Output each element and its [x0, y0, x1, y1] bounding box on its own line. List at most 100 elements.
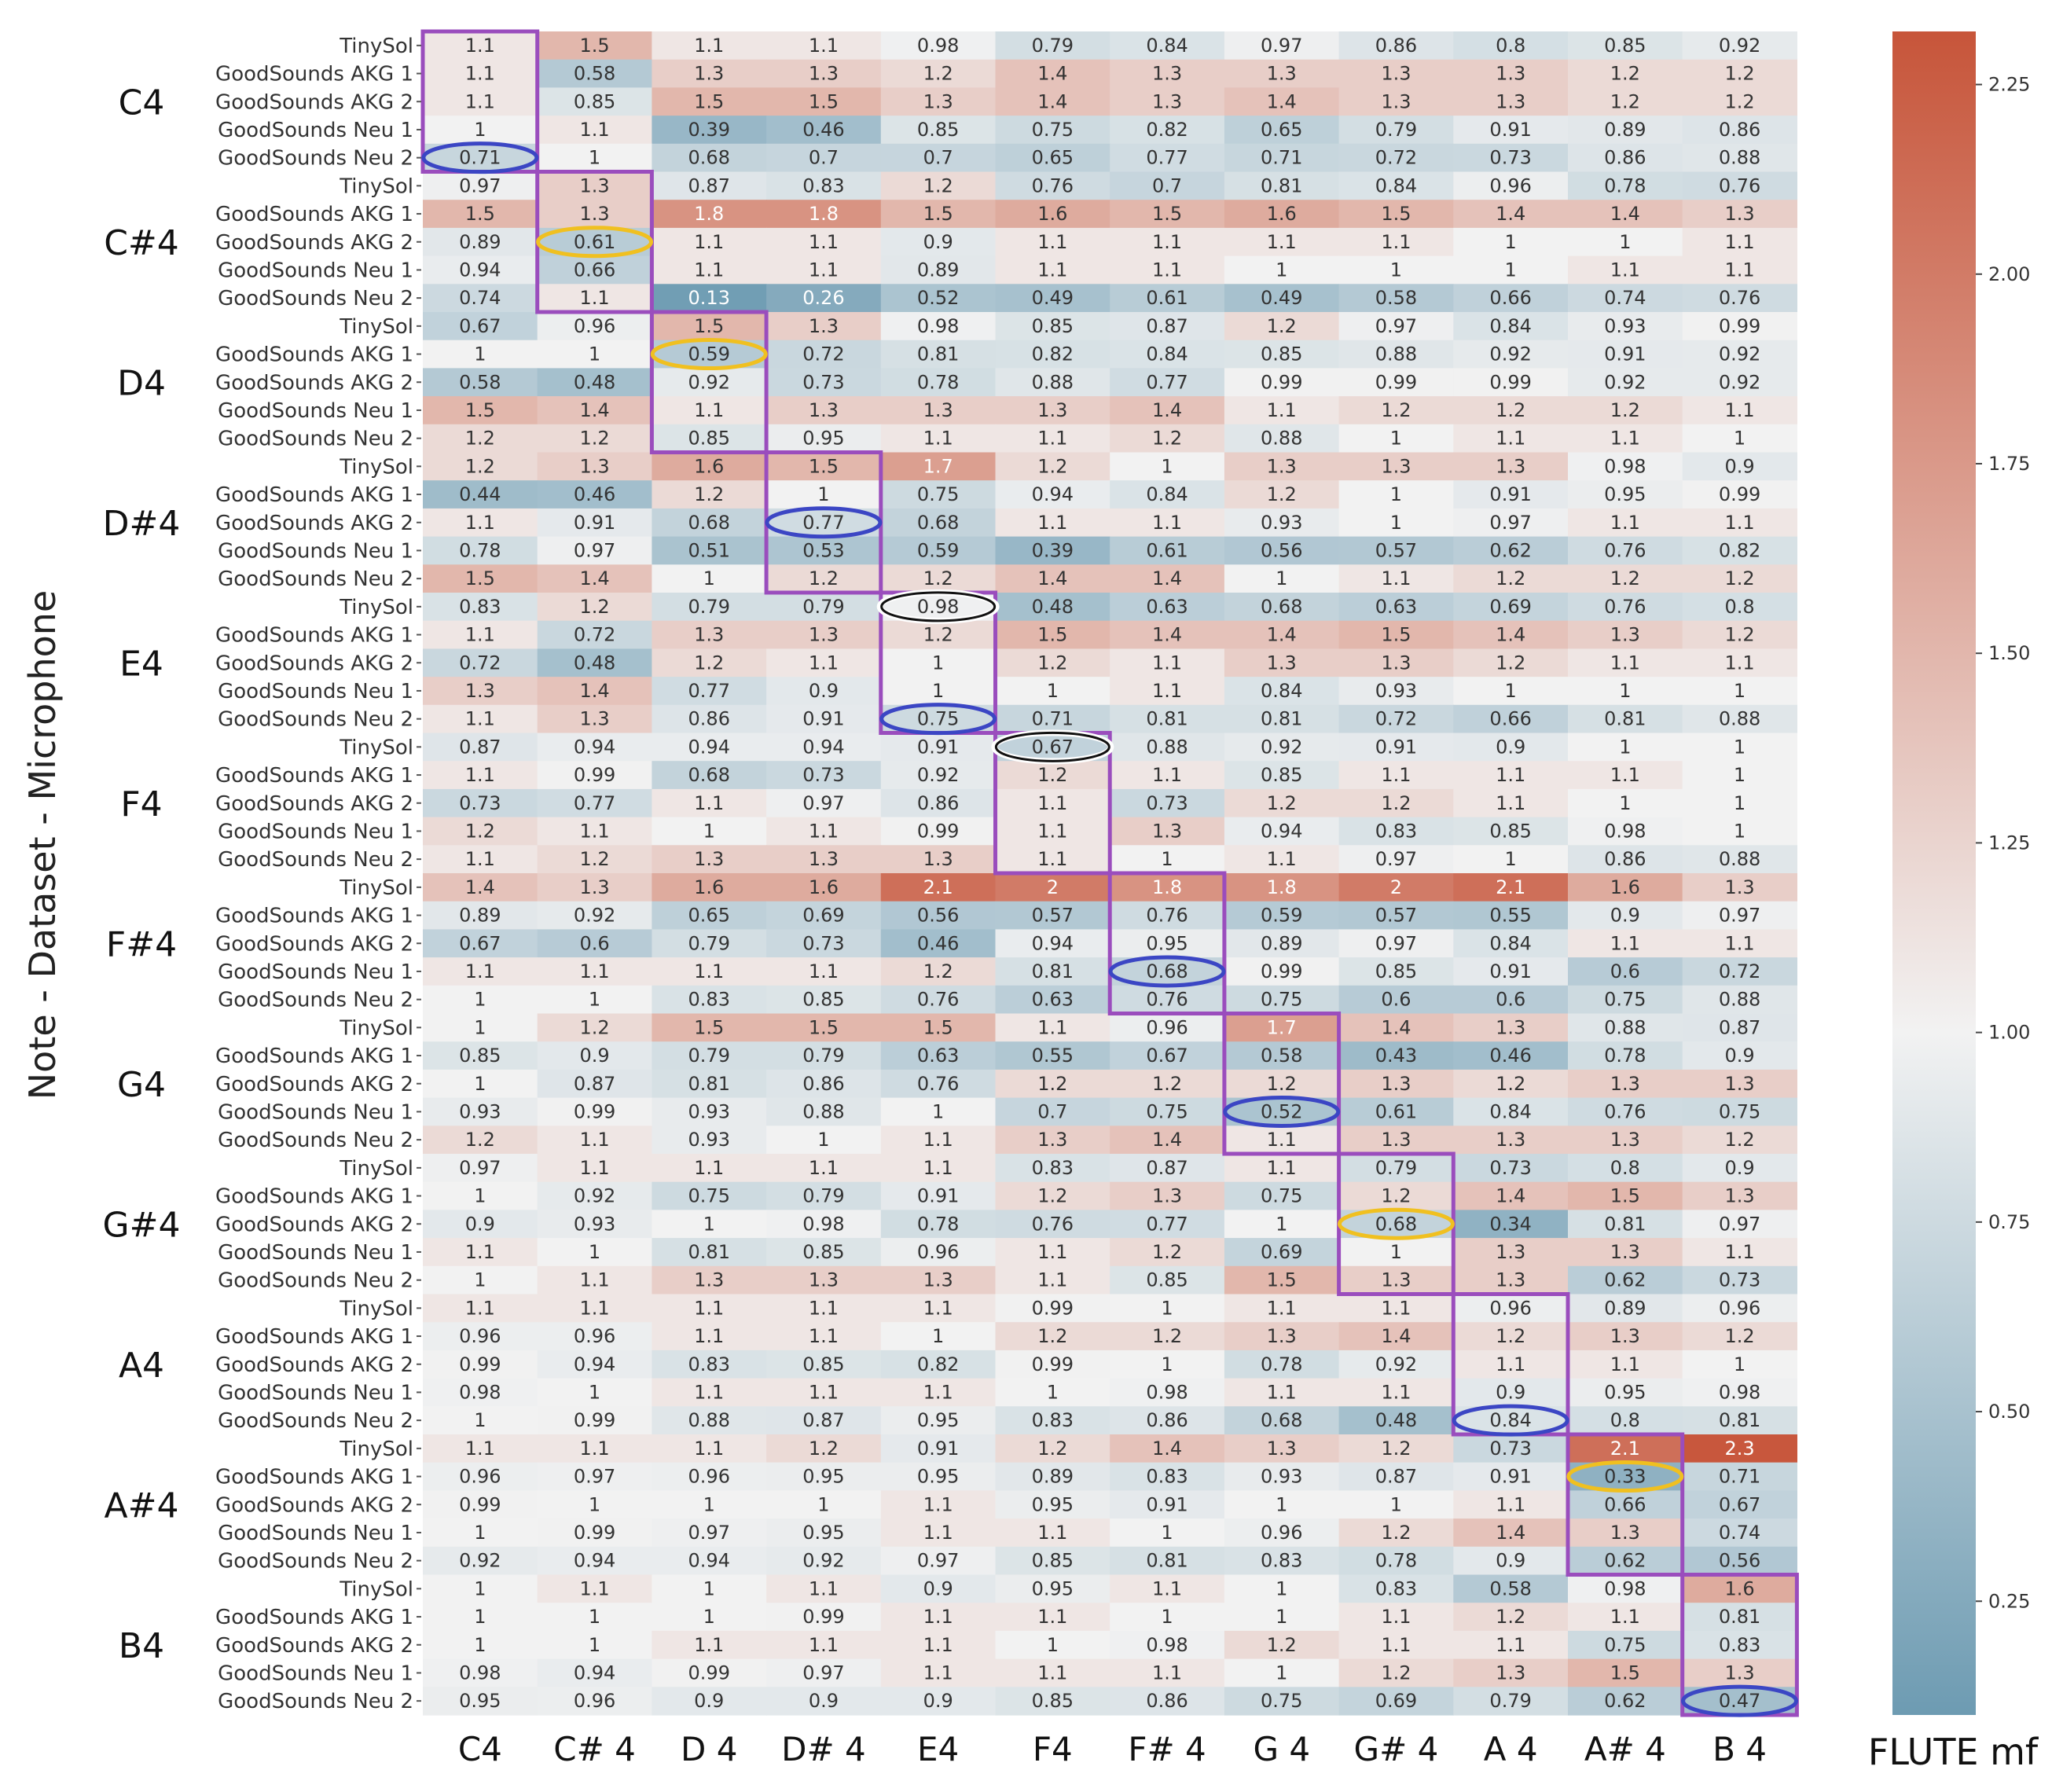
heatmap-cell [537, 1630, 652, 1660]
heatmap-cell-label: 1.2 [1381, 1438, 1411, 1460]
heatmap-cell-label: 0.94 [1261, 820, 1302, 842]
heatmap-cell-label: 1.2 [1610, 63, 1640, 85]
heatmap-cell [1110, 1265, 1225, 1295]
heatmap-cell-label: 1 [1276, 1213, 1287, 1235]
heatmap-cell [1110, 1350, 1225, 1379]
heatmap-cell [1568, 508, 1683, 538]
heatmap-cell-label: 1.2 [1152, 428, 1182, 450]
heatmap-cell [537, 312, 652, 341]
y-tick-label: GoodSounds Neu 2 [218, 1409, 413, 1433]
heatmap-cell-label: 1.3 [809, 399, 839, 421]
heatmap-cell [1110, 480, 1225, 509]
heatmap-cell [766, 1490, 882, 1519]
heatmap-cell [766, 704, 882, 734]
heatmap-cell-label: 0.92 [1604, 371, 1646, 393]
highlight-circle-yellow [536, 226, 654, 259]
heatmap-cell-label: 0.99 [917, 820, 959, 842]
heatmap-cell-label: 1.1 [1610, 652, 1640, 674]
heatmap-cell-label: 0.88 [1719, 708, 1760, 730]
heatmap-cell [1338, 1546, 1454, 1576]
heatmap-cell [766, 788, 882, 818]
heatmap-cell-label: 1.4 [1610, 203, 1640, 225]
heatmap-cell-label: 1.3 [1610, 1522, 1640, 1544]
heatmap-cell [1338, 255, 1454, 285]
heatmap-cell-label: 1 [1161, 1297, 1173, 1319]
heatmap-cell [880, 1630, 997, 1660]
heatmap-cell-label: 1.3 [694, 624, 724, 646]
heatmap-cell [652, 1041, 767, 1070]
heatmap-cell [880, 59, 997, 88]
heatmap-cell-label: 0.99 [1719, 483, 1760, 505]
heatmap-cell-label: 1.1 [923, 1606, 953, 1628]
y-tick-label: GoodSounds AKG 2 [215, 792, 413, 816]
heatmap-cell-label: 1 [1390, 428, 1402, 450]
heatmap-cell [766, 1126, 882, 1155]
heatmap-cell-label: 1.3 [923, 1269, 953, 1291]
heatmap-cell [1110, 593, 1225, 622]
heatmap-cell [423, 1041, 538, 1070]
heatmap-cell [766, 452, 882, 481]
heatmap-cell-label: 1.1 [465, 63, 495, 85]
highlight-circle-yellow [1337, 1207, 1455, 1240]
heatmap-cell-label: 1.1 [579, 1269, 609, 1291]
heatmap-cell [1338, 620, 1454, 649]
heatmap-cell-label: 0.85 [917, 119, 959, 141]
heatmap-cell-label: 0.81 [1146, 1550, 1188, 1572]
heatmap-cell [652, 1687, 767, 1716]
heatmap-cell [537, 1097, 652, 1126]
heatmap-cell-label: 0.96 [1261, 1522, 1302, 1544]
heatmap-cell [423, 957, 538, 986]
heatmap-cell-label: 1.6 [1037, 203, 1067, 225]
heatmap-cell [423, 1490, 538, 1519]
heatmap-cell [880, 536, 997, 565]
heatmap-cell [537, 31, 652, 61]
heatmap-cell [1453, 761, 1569, 790]
heatmap-cell-label: 1.4 [1152, 1129, 1182, 1151]
heatmap-cell-label: 0.82 [917, 1353, 959, 1375]
heatmap-cell-label: 0.39 [1032, 539, 1074, 561]
y-tick-label: GoodSounds AKG 2 [215, 231, 413, 255]
heatmap-cell [537, 1238, 652, 1267]
heatmap-cell [537, 873, 652, 902]
heatmap-cell [1568, 200, 1683, 229]
heatmap-cell [1338, 733, 1454, 762]
heatmap-cell [423, 648, 538, 678]
heatmap-cell-label: 0.9 [1724, 1157, 1754, 1179]
heatmap-cell-label: 0.88 [1719, 848, 1760, 870]
heatmap-cell [1110, 1294, 1225, 1323]
heatmap-cell-label: 1.6 [809, 876, 839, 898]
heatmap-cell-label: 1 [474, 1634, 486, 1656]
heatmap-cell-label: 1 [589, 147, 600, 169]
heatmap-cell-label: 0.56 [1261, 539, 1302, 561]
y-tick-label: GoodSounds Neu 1 [218, 820, 413, 843]
note-group-label: D#4 [103, 504, 181, 544]
x-tick-label: B 4 [1712, 1730, 1767, 1768]
heatmap-cell-label: 1.4 [1381, 1016, 1411, 1038]
heatmap-cell [1453, 1434, 1569, 1463]
heatmap-cell [995, 593, 1110, 622]
heatmap-cell-label: 1 [1734, 428, 1745, 450]
heatmap-cell-label: 1.2 [1037, 1073, 1067, 1095]
heatmap-cell-label: 1.1 [694, 1381, 724, 1403]
heatmap-cell-label: 1 [703, 1606, 715, 1628]
heatmap-cell [1338, 340, 1454, 369]
heatmap-cell [537, 1154, 652, 1183]
heatmap-cell-label: 1.1 [923, 1634, 953, 1656]
heatmap-cell-label: 0.9 [1724, 1045, 1754, 1067]
heatmap-cell-label: 0.94 [1032, 932, 1074, 954]
heatmap-cell-label: 1.5 [1152, 203, 1182, 225]
heatmap-cell-label: 1.2 [809, 1438, 839, 1460]
heatmap-cell [1224, 1687, 1340, 1716]
heatmap-cell [423, 396, 538, 425]
heatmap-cell [995, 929, 1110, 958]
heatmap-cell [1453, 1518, 1569, 1548]
heatmap-cell [880, 1013, 997, 1042]
heatmap-cell [1682, 873, 1797, 902]
heatmap-cell [537, 1603, 652, 1632]
heatmap-cell-label: 0.94 [574, 736, 615, 758]
heatmap-cell-label: 1.3 [1610, 1241, 1640, 1263]
heatmap-cell [1224, 704, 1340, 734]
heatmap-cell-label: 1.1 [1152, 1662, 1182, 1684]
heatmap-cell [1568, 873, 1683, 902]
heatmap-cell [1338, 59, 1454, 88]
